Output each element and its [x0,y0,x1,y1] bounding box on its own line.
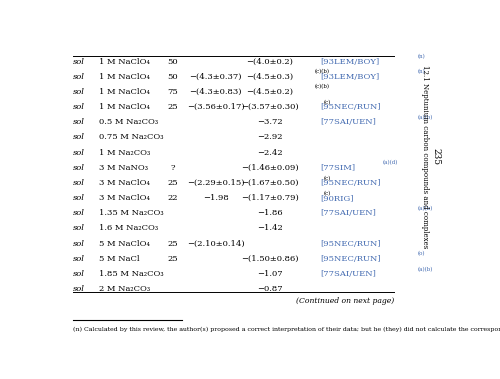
Text: sol: sol [74,209,85,217]
Text: sol: sol [74,194,85,202]
Text: 1 M NaClO₄: 1 M NaClO₄ [100,58,150,66]
Text: sol: sol [74,179,85,187]
Text: [90RIG]: [90RIG] [320,194,354,202]
Text: [77SIM]: [77SIM] [320,164,356,172]
Text: 1.85 M Na₂CO₃: 1.85 M Na₂CO₃ [100,270,164,278]
Text: sol: sol [74,88,85,96]
Text: [77SAI/UEN]: [77SAI/UEN] [320,270,376,278]
Text: (a)(b): (a)(b) [418,115,433,120]
Text: 50: 50 [168,58,178,66]
Text: (o): (o) [418,251,426,257]
Text: −0.87: −0.87 [257,285,282,293]
Text: −(4.5±0.3): −(4.5±0.3) [246,73,294,81]
Text: [77SAI/UEN]: [77SAI/UEN] [320,209,376,217]
Text: (a)(d): (a)(d) [382,160,398,166]
Text: 1 M Na₂CO₃: 1 M Na₂CO₃ [100,149,150,157]
Text: −(3.57±0.30): −(3.57±0.30) [241,103,298,111]
Text: 75: 75 [168,88,178,96]
Text: 25: 25 [168,240,178,247]
Text: [95NEC/RUN]: [95NEC/RUN] [320,255,381,263]
Text: sol: sol [74,255,85,263]
Text: sol: sol [74,103,85,111]
Text: −2.92: −2.92 [257,133,282,141]
Text: [77SAI/UEN]: [77SAI/UEN] [320,118,376,126]
Text: (a)(b): (a)(b) [418,266,433,272]
Text: 5 M NaClO₄: 5 M NaClO₄ [100,240,150,247]
Text: 3 M NaClO₄: 3 M NaClO₄ [100,194,150,202]
Text: 1.6 M Na₂CO₃: 1.6 M Na₂CO₃ [100,224,158,232]
Text: 3 M NaClO₄: 3 M NaClO₄ [100,179,150,187]
Text: sol: sol [74,240,85,247]
Text: sol: sol [74,224,85,232]
Text: −(1.50±0.86): −(1.50±0.86) [241,255,298,263]
Text: −(4.3±0.83): −(4.3±0.83) [190,88,242,96]
Text: −(4.5±0.2): −(4.5±0.2) [246,88,294,96]
Text: −1.86: −1.86 [257,209,282,217]
Text: sol: sol [74,73,85,81]
Text: [95NEC/RUN]: [95NEC/RUN] [320,179,381,187]
Text: [95NEC/RUN]: [95NEC/RUN] [320,240,381,247]
Text: (n): (n) [418,69,426,74]
Text: (n): (n) [418,54,426,59]
Text: (c): (c) [323,100,330,105]
Text: (c)(b): (c)(b) [314,85,330,89]
Text: −2.42: −2.42 [257,149,282,157]
Text: −(2.29±0.15): −(2.29±0.15) [187,179,244,187]
Text: sol: sol [74,270,85,278]
Text: 25: 25 [168,103,178,111]
Text: −(4.3±0.37): −(4.3±0.37) [190,73,242,81]
Text: 1 M NaClO₄: 1 M NaClO₄ [100,88,150,96]
Text: [93LEM/BOY]: [93LEM/BOY] [320,73,380,81]
Text: −1.07: −1.07 [257,270,282,278]
Text: −1.42: −1.42 [257,224,282,232]
Text: (c)(b): (c)(b) [314,69,330,74]
Text: sol: sol [74,149,85,157]
Text: −(1.67±0.50): −(1.67±0.50) [241,179,298,187]
Text: 1.35 M Na₂CO₃: 1.35 M Na₂CO₃ [100,209,164,217]
Text: −(1.46±0.09): −(1.46±0.09) [241,164,298,172]
Text: −1.98: −1.98 [202,194,228,202]
Text: 0.75 M Na₂CO₃: 0.75 M Na₂CO₃ [100,133,164,141]
Text: (n) Calculated by this review, the author(s) proposed a correct interpretation o: (n) Calculated by this review, the autho… [74,327,500,332]
Text: sol: sol [74,164,85,172]
Text: sol: sol [74,58,85,66]
Text: −3.72: −3.72 [257,118,282,126]
Text: 0.5 M Na₂CO₃: 0.5 M Na₂CO₃ [100,118,158,126]
Text: 235: 235 [432,148,441,165]
Text: −(2.10±0.14): −(2.10±0.14) [187,240,244,247]
Text: −(3.56±0.17): −(3.56±0.17) [187,103,244,111]
Text: 3 M NaNO₃: 3 M NaNO₃ [100,164,148,172]
Text: (a)(b): (a)(b) [418,206,433,211]
Text: [93LEM/BOY]: [93LEM/BOY] [320,58,380,66]
Text: sol: sol [74,118,85,126]
Text: 22: 22 [168,194,178,202]
Text: −(4.0±0.2): −(4.0±0.2) [246,58,293,66]
Text: ?: ? [170,164,175,172]
Text: −(1.17±0.79): −(1.17±0.79) [241,194,298,202]
Text: 5 M NaCl: 5 M NaCl [100,255,140,263]
Text: (c): (c) [323,175,330,181]
Text: 50: 50 [168,73,178,81]
Text: sol: sol [74,285,85,293]
Text: 2 M Na₂CO₃: 2 M Na₂CO₃ [100,285,150,293]
Text: (c): (c) [323,191,330,196]
Text: 25: 25 [168,179,178,187]
Text: 12.1 Neptunium carbon compounds and complexes: 12.1 Neptunium carbon compounds and comp… [421,65,429,248]
Text: 25: 25 [168,255,178,263]
Text: [95NEC/RUN]: [95NEC/RUN] [320,103,381,111]
Text: 1 M NaClO₄: 1 M NaClO₄ [100,103,150,111]
Text: sol: sol [74,133,85,141]
Text: (Continued on next page): (Continued on next page) [296,297,394,305]
Text: 1 M NaClO₄: 1 M NaClO₄ [100,73,150,81]
